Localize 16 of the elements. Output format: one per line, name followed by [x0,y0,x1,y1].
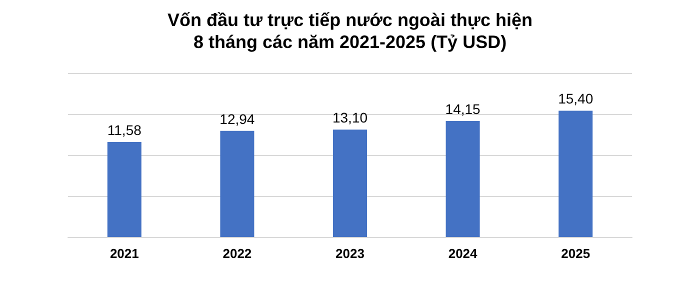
bar [107,142,142,237]
x-tick-label: 2021 [110,246,139,261]
data-label: 13,10 [332,110,368,126]
data-label: 15,40 [558,90,594,107]
x-tick-label: 2022 [222,246,252,261]
bar [220,130,254,237]
data-label: 11,58 [107,122,142,138]
data-label: 14,15 [445,100,481,117]
x-tick-label: 2024 [448,246,478,261]
chart-title: Vốn đầu tư trực tiếp nước ngoài thực hiện 8 tháng các năm 2021-2025 (Tỷ USD) [168,10,532,52]
bar [333,130,367,237]
data-label: 12,94 [220,110,255,127]
x-tick-label: 2023 [336,246,364,261]
bar [446,120,480,237]
bar [558,110,593,237]
x-tick-label: 2025 [561,246,590,261]
